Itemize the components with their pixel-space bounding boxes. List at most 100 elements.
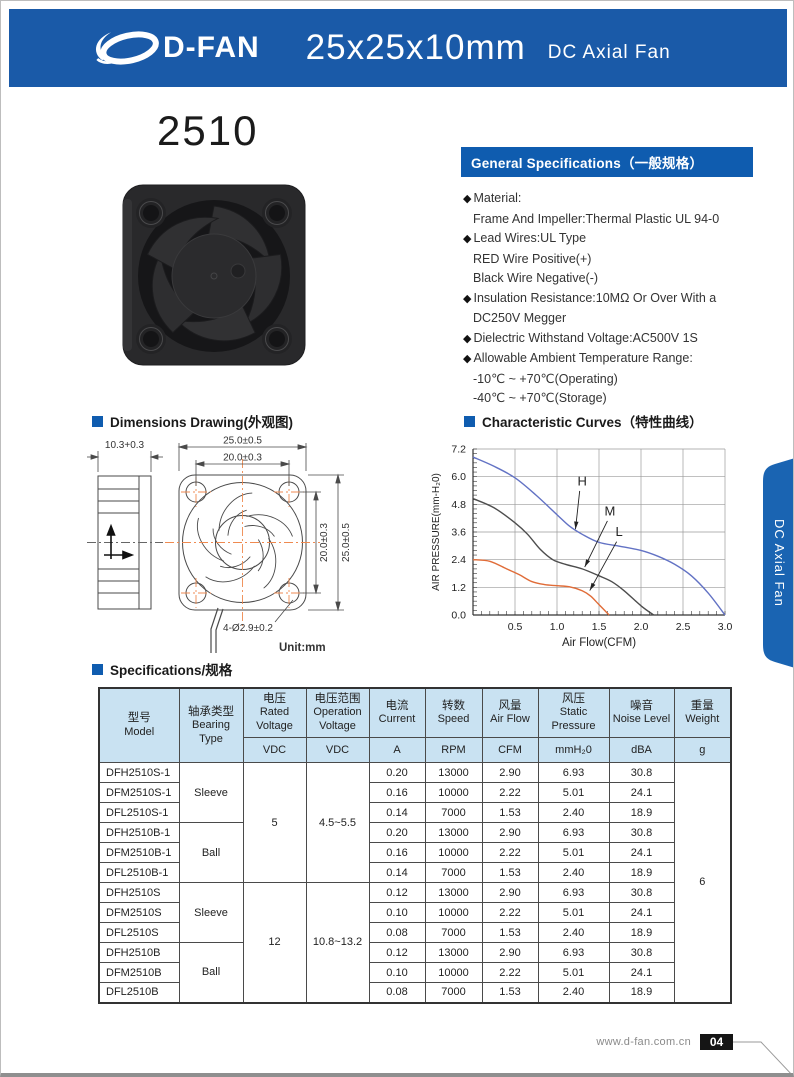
table-cell: DFM2510B — [98, 962, 180, 983]
table-cell: 2.90 — [481, 882, 539, 903]
side-tab-label: DC Axial Fan — [772, 519, 787, 607]
characteristic-curves-panel: 0.0 1.2 2.4 3.6 4.8 6.0 7.2 0.5 1.0 1.5 2.0 2.5 3.0 A… — [427, 437, 737, 656]
table-cell: 0.14 — [368, 802, 426, 823]
logo-swoosh-icon — [95, 31, 159, 65]
svg-text:3.6: 3.6 — [451, 527, 466, 539]
svg-text:3.0: 3.0 — [718, 621, 733, 633]
table-cell: 10000 — [424, 842, 483, 863]
spec-line: ◆ Material: — [463, 191, 522, 205]
svg-text:L: L — [616, 524, 623, 539]
table-cell: 7000 — [424, 802, 483, 823]
table-cell: DFM2510S-1 — [98, 782, 180, 803]
column-header: 噪音 Noise Level — [608, 687, 675, 738]
table-cell: 4.5~5.5 — [305, 762, 370, 883]
side-tab-dc-axial-fan[interactable]: DC Axial Fan — [755, 456, 793, 670]
table-cell: 30.8 — [608, 822, 675, 843]
general-spec-list: ◆ Material: Frame And Impeller:Thermal Pla… — [463, 189, 753, 409]
table-cell: 5.01 — [537, 962, 610, 983]
table-cell: 10000 — [424, 782, 483, 803]
table-cell: 30.8 — [608, 882, 675, 903]
table-cell: 12 — [242, 882, 307, 1003]
table-cell: DFH2510S-1 — [98, 762, 180, 783]
header-bar: D-FAN 25x25x10mm DC Axial Fan — [9, 9, 787, 87]
blue-square-bullet-icon — [464, 415, 475, 427]
table-cell: 6.93 — [537, 942, 610, 963]
table-row: DFM2510S 0.10 10000 2.22 5.01 24.1 — [98, 902, 731, 923]
table-cell: 18.9 — [608, 862, 675, 883]
table-cell: 1.53 — [481, 982, 539, 1003]
table-cell: 6.93 — [537, 762, 610, 783]
dimensions-section-title: Dimensions Drawing(外观图) — [92, 411, 293, 431]
table-cell: DFL2510B-1 — [98, 862, 180, 883]
airflow-direction-arrows — [104, 523, 135, 560]
table-cell: 24.1 — [608, 842, 675, 863]
table-cell: 2.22 — [481, 842, 539, 863]
spec-section-title: Specifications/规格 — [92, 659, 232, 679]
dimensions-drawing: 10.3+0.3 25.0±0.5 20.0±0.3 20.0±0.3 25.0… — [87, 431, 439, 662]
column-unit: VDC — [305, 737, 370, 763]
diamond-bullet-icon: ◆ — [463, 233, 472, 245]
footer-website-link[interactable]: www.d-fan.com.cn — [596, 1036, 691, 1048]
table-cell: 2.40 — [537, 922, 610, 943]
table-cell: 24.1 — [608, 782, 675, 803]
column-header: 电流 Current — [368, 687, 426, 738]
fan-product-photo — [122, 184, 306, 366]
table-cell: 18.9 — [608, 922, 675, 943]
svg-text:M: M — [604, 503, 615, 518]
column-unit: dBA — [608, 737, 675, 763]
spec-line: RED Wire Positive(+) — [473, 251, 592, 266]
dim-front-width: 25.0±0.5 — [223, 436, 262, 447]
table-cell: 0.12 — [368, 942, 426, 963]
diamond-bullet-icon: ◆ — [463, 292, 472, 305]
svg-text:H: H — [578, 473, 587, 488]
table-row: DFH2510B-1 Ball 0.20 13000 2.90 6.93 30.8 — [98, 822, 731, 883]
table-cell: 2.40 — [537, 802, 610, 823]
table-cell: DFM2510S — [98, 902, 180, 923]
table-cell: 10000 — [424, 962, 483, 983]
dim-hole-pitch-h: 20.0±0.3 — [223, 453, 262, 464]
column-unit: A — [368, 737, 426, 763]
column-unit: mmH₂0 — [537, 737, 610, 763]
table-cell: DFH2510S — [98, 882, 180, 903]
table-cell: 2.40 — [537, 982, 610, 1003]
column-unit: VDC — [242, 737, 307, 763]
table-cell: DFL2510S-1 — [98, 802, 180, 823]
table-cell: 1.53 — [481, 922, 539, 943]
table-row: DFL2510B 0.08 7000 1.53 2.40 18.9 — [98, 982, 731, 1003]
spec-table-head-row-2: VDC VDC A RPM CFM mmH₂0 dBA g — [99, 737, 732, 763]
svg-text:2.4: 2.4 — [451, 554, 466, 566]
table-cell: 0.20 — [368, 762, 426, 783]
table-cell: 6 — [673, 762, 732, 1003]
column-unit: g — [673, 737, 732, 763]
diamond-bullet-icon: ◆ — [463, 332, 472, 345]
table-cell: 0.20 — [368, 822, 426, 843]
specifications-table: 型号 Model 轴承类型 Bearing Type 电压 Rated Voltage 电压… — [98, 687, 732, 1004]
table-cell: 7000 — [424, 922, 483, 943]
svg-text:1.2: 1.2 — [451, 582, 466, 594]
table-cell: 2.22 — [481, 782, 539, 803]
table-cell: 5 — [242, 762, 307, 883]
general-specifications-panel: General Specifications（一般规格） ◆ Material: F… — [461, 147, 753, 409]
page-subtitle: DC Axial Fan — [547, 42, 671, 63]
dim-side-width: 10.3+0.3 — [105, 440, 145, 451]
spec-line: -40℃ ~ +70℃(Storage) — [473, 391, 607, 405]
column-header: 风量 Air Flow — [481, 687, 539, 738]
table-cell: 6.93 — [537, 822, 610, 843]
table-cell: 10000 — [424, 902, 483, 923]
table-cell: 0.08 — [368, 982, 426, 1003]
table-cell: 13000 — [424, 762, 483, 783]
spec-table-body: DFH2510S-1 Sleeve 5 4.5~5.5 0.20 13000 2.90 6.9… — [98, 762, 732, 1003]
svg-text:Air Flow(CFM): Air Flow(CFM) — [562, 637, 636, 649]
dim-holes-callout: 4-Ø2.9±0.2 — [223, 623, 273, 634]
table-cell: 7000 — [424, 862, 483, 883]
column-header: 电压 Rated Voltage — [242, 687, 307, 738]
dim-hole-pitch-v: 20.0±0.3 — [319, 523, 330, 562]
brand-name: D-FAN — [163, 31, 260, 64]
table-row: DFH2510S Sleeve 12 10.8~13.2 0.12 13000 2.90 6.… — [98, 882, 731, 1003]
table-cell: DFH2510B-1 — [98, 822, 180, 843]
table-row: DFH2510S-1 Sleeve 5 4.5~5.5 0.20 13000 2.90 6.9… — [98, 762, 732, 1003]
table-cell: 0.14 — [368, 862, 426, 883]
spec-table-head-row-1: 型号 Model 轴承类型 Bearing Type 电压 Rated Voltage 电压… — [98, 687, 732, 763]
table-cell: 18.9 — [608, 982, 675, 1003]
